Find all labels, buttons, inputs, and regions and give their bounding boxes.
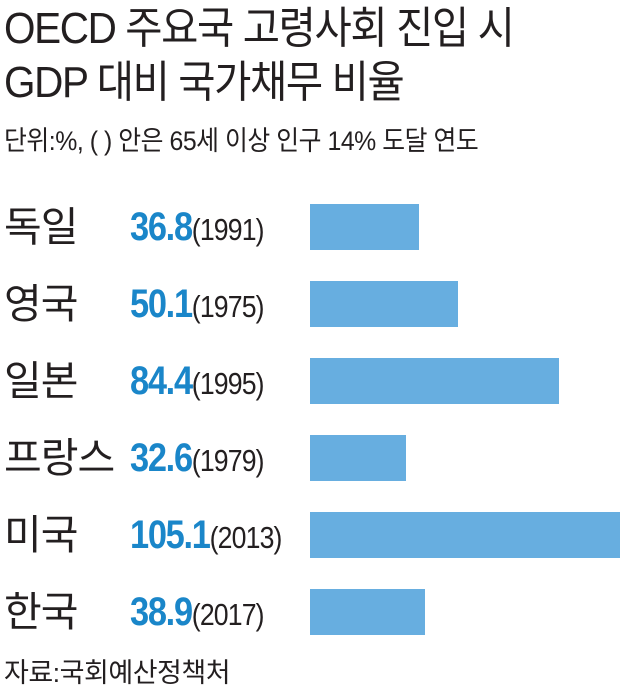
bar-row: 일본 84.4(1995): [0, 356, 620, 406]
value-label: 38.9: [130, 590, 193, 634]
source-note: 자료:국회예산정책처: [4, 658, 231, 688]
year-label: (1991): [191, 212, 265, 247]
bar-row: 한국 38.9(2017): [0, 587, 620, 637]
unit-note: 단위:%, ( ) 안은 65세 이상 인구 14% 도달 연도: [4, 126, 479, 156]
category-label: 프랑스: [4, 435, 115, 481]
chart-title: OECD 주요국 고령사회 진입 시 GDP 대비 국가채무 비율: [4, 2, 567, 110]
bar-row: 미국 105.1(2013): [0, 510, 620, 560]
data-label: 38.9(2017): [130, 587, 265, 646]
value-label: 36.8: [130, 205, 193, 249]
bar: [310, 435, 406, 481]
category-label: 일본: [4, 358, 78, 404]
bar: [310, 589, 425, 635]
category-label: 미국: [4, 512, 78, 558]
data-label: 105.1(2013): [130, 510, 282, 569]
category-label: 한국: [4, 589, 78, 635]
year-label: (2013): [209, 520, 283, 555]
data-label: 32.6(1979): [130, 433, 265, 492]
bar-row: 영국 50.1(1975): [0, 279, 620, 329]
bar-row: 프랑스 32.6(1979): [0, 433, 620, 483]
bar: [310, 281, 458, 327]
chart-title-line-2: GDP 대비 국가채무 비율: [4, 58, 405, 107]
value-label: 105.1: [130, 513, 211, 557]
category-label: 독일: [4, 204, 78, 250]
value-label: 32.6: [130, 436, 193, 480]
year-label: (1979): [191, 443, 265, 478]
data-label: 36.8(1991): [130, 202, 265, 261]
chart-title-line-1: OECD 주요국 고령사회 진입 시: [4, 4, 515, 53]
year-label: (2017): [191, 597, 265, 632]
year-label: (1995): [191, 366, 265, 401]
bar: [310, 204, 419, 250]
data-label: 50.1(1975): [130, 279, 265, 338]
value-label: 84.4: [130, 359, 193, 403]
bar: [310, 512, 620, 558]
bar: [310, 358, 559, 404]
category-label: 영국: [4, 281, 78, 327]
bar-row: 독일 36.8(1991): [0, 202, 620, 252]
data-label: 84.4(1995): [130, 356, 265, 415]
value-label: 50.1: [130, 282, 193, 326]
year-label: (1975): [191, 289, 265, 324]
